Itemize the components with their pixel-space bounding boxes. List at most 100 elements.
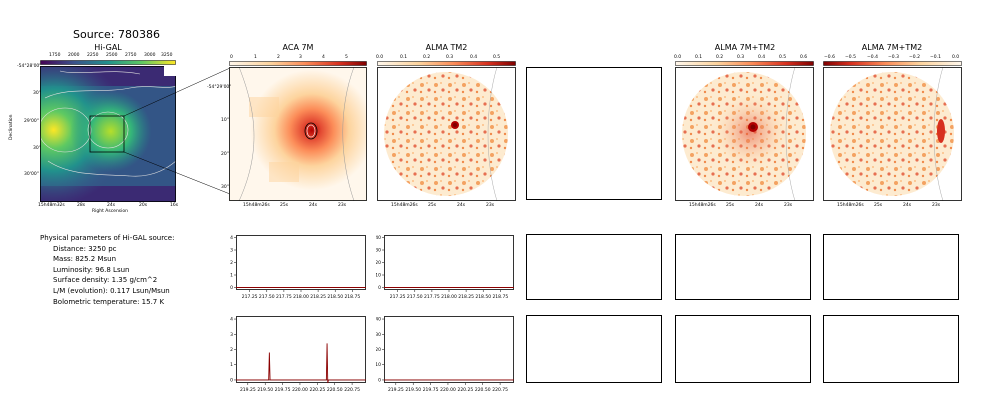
alma7mtm2-neg-title: ALMA 7M+TM2	[861, 43, 923, 52]
cbar-tick: 0	[230, 55, 233, 60]
alma7mtm2-title: ALMA 7M+TM2	[714, 43, 776, 52]
x-tick: 25s	[874, 203, 883, 208]
aca7m-title: ACA 7M	[282, 43, 314, 52]
x-tick-label: 220.25	[457, 387, 473, 393]
x-tick: 25s	[280, 203, 289, 208]
cbar-tick: 2000	[68, 53, 80, 58]
y-tick-label: 0	[378, 285, 381, 291]
cbar-tick: −0.6	[824, 55, 835, 60]
higal-colorbar	[40, 60, 176, 65]
y-tick-label: 0	[378, 377, 381, 383]
x-tick-label: 219.50	[257, 387, 273, 393]
cbar-tick: 0.3	[737, 55, 745, 60]
params-heading: Physical parameters of Hi-GAL source:	[40, 234, 175, 242]
y-tick: 30'00"	[24, 172, 39, 177]
y-tick: -54°28'00"	[17, 64, 42, 69]
y-tick-label: 1	[230, 362, 233, 368]
x-tick: 24s	[457, 203, 466, 208]
alma7mtm2-colorbar	[675, 61, 814, 66]
y-tick-label: 2	[230, 260, 233, 266]
x-tick-label: 220.25	[309, 387, 325, 393]
cbar-tick: 0.0	[674, 55, 682, 60]
cbar-tick: 0.3	[446, 55, 454, 60]
y-tick-label: 3	[230, 248, 233, 254]
spectrum-aca7m-spw2: 0 1 2 3 4 219.25 219.50 219.75 220.00 220.25 220.5…	[230, 316, 366, 393]
higal-zoom-box	[89, 115, 125, 153]
y-tick: 30"	[33, 91, 41, 96]
higal-xlabel: Right Ascension	[92, 209, 128, 214]
cbar-tick: 0.4	[470, 55, 478, 60]
x-tick: 15h48m26s	[391, 203, 418, 208]
x-tick: 23s	[932, 203, 941, 208]
x-tick: 15h48m26s	[689, 203, 716, 208]
cbar-tick: 0.1	[695, 55, 703, 60]
param-bolometric-temperature: Bolometric temperature: 15.7 K	[53, 297, 165, 306]
cbar-tick: 2250	[87, 53, 99, 58]
cbar-tick: 0.4	[758, 55, 766, 60]
empty-panel	[675, 234, 811, 300]
y-tick-label: 30	[376, 332, 381, 338]
y-tick: 30"	[33, 146, 41, 151]
y-tick-label: 40	[376, 235, 381, 241]
empty-panel	[823, 234, 959, 300]
cbar-tick: 0.0	[952, 55, 960, 60]
cbar-tick: 0.0	[376, 55, 384, 60]
zoom-connector-lines	[123, 67, 231, 195]
y-tick-label: 2	[230, 347, 233, 353]
y-tick-label: 4	[230, 317, 233, 323]
cbar-tick: 3	[299, 55, 302, 60]
x-tick-label: 217.75	[424, 294, 440, 300]
cbar-tick: 3250	[161, 53, 173, 58]
y-tick-label: 1	[230, 273, 233, 279]
param-distance: Distance: 3250 pc	[53, 244, 117, 253]
cbar-tick: 0.6	[800, 55, 808, 60]
empty-panel	[823, 315, 959, 383]
y-tick-label: 3	[230, 332, 233, 338]
aca7m-image	[229, 67, 367, 201]
x-tick: 24s	[903, 203, 912, 208]
x-tick-label: 217.25	[390, 294, 406, 300]
x-tick-label: 219.50	[405, 387, 421, 393]
x-tick-label: 220.00	[440, 387, 456, 393]
param-lm-evolution: L/M (evolution): 0.117 Lsun/Msun	[53, 286, 170, 295]
empty-panel	[526, 315, 662, 383]
empty-panel	[526, 234, 662, 300]
y-tick-label: 30	[376, 248, 381, 254]
y-tick-label: 10	[376, 362, 381, 368]
spectrum-frame	[236, 316, 366, 383]
param-mass: Mass: 825.2 Msun	[53, 255, 117, 264]
x-tick-label: 220.50	[327, 387, 343, 393]
almatm2-image	[377, 67, 516, 201]
y-tick-label: 20	[376, 260, 381, 266]
cbar-tick: 3000	[144, 53, 156, 58]
x-tick-label: 218.25	[458, 294, 474, 300]
spectrum-frame	[236, 235, 366, 290]
physical-parameters: Physical parameters of Hi-GAL source: Di…	[40, 233, 174, 307]
x-tick: 15h48m26s	[243, 203, 270, 208]
x-tick-label: 218.50	[475, 294, 491, 300]
y-tick: 20"	[221, 152, 229, 157]
x-tick: 25s	[428, 203, 437, 208]
x-tick-label: 220.75	[492, 387, 508, 393]
x-tick-label: 218.75	[344, 294, 360, 300]
x-tick-label: 220.00	[292, 387, 308, 393]
higal-title: Hi-GAL	[94, 43, 122, 52]
x-tick-label: 219.75	[423, 387, 439, 393]
x-tick: 25s	[726, 203, 735, 208]
empty-panel	[526, 67, 662, 200]
almatm2-colorbar	[377, 61, 516, 66]
cbar-tick: −0.1	[930, 55, 941, 60]
y-tick-label: 4	[230, 235, 233, 241]
spectrum-line	[236, 343, 366, 384]
x-tick: 20s	[139, 203, 148, 208]
x-tick: 24s	[107, 203, 116, 208]
x-tick-label: 218.00	[441, 294, 457, 300]
y-tick-label: 40	[376, 317, 381, 323]
cbar-tick: 2500	[106, 53, 118, 58]
x-tick-label: 220.75	[344, 387, 360, 393]
x-tick-label: 219.25	[240, 387, 256, 393]
x-tick: 23s	[338, 203, 347, 208]
x-tick: 28s	[77, 203, 86, 208]
cbar-tick: 2750	[125, 53, 137, 58]
x-tick-label: 219.75	[275, 387, 291, 393]
